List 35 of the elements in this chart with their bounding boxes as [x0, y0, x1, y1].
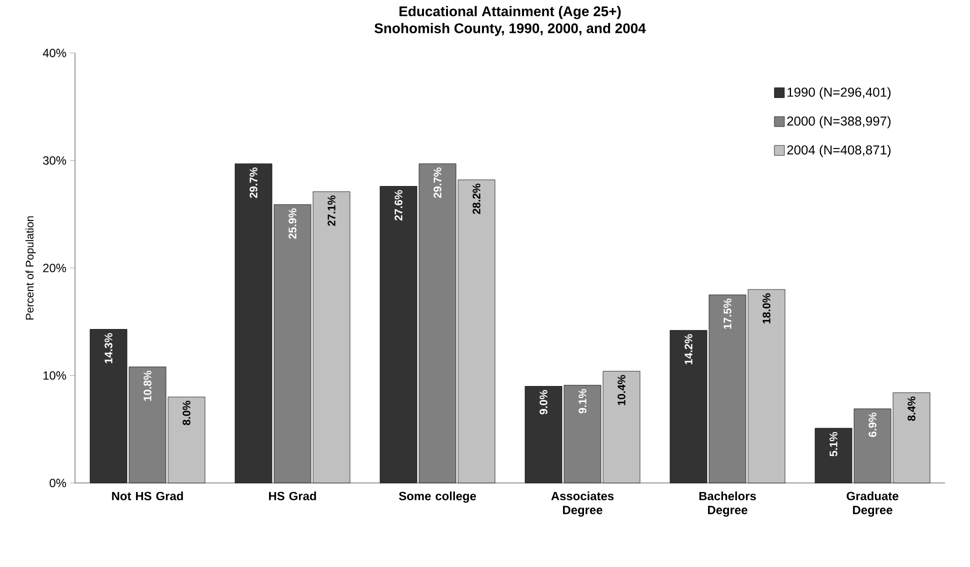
data-label: 9.0%: [540, 390, 548, 414]
data-label: 8.0%: [182, 400, 190, 426]
data-label: 29.7%: [434, 168, 442, 198]
x-tick-label: Bachelors Degree: [699, 492, 756, 517]
data-label: 14.2%: [684, 334, 692, 364]
legend-label: 1990 (N=296,401): [788, 87, 891, 100]
data-label: 5.1%: [830, 432, 838, 456]
data-label: 10.4%: [618, 375, 626, 406]
chart-title: Educational Attainment (Age 25+): [400, 6, 621, 20]
data-label: 27.1%: [328, 195, 336, 226]
data-label: 29.7%: [250, 168, 258, 198]
legend-label: 2004 (N=408,871): [787, 144, 891, 158]
data-label: 27.6%: [394, 190, 402, 221]
y-tick-label: 30%: [43, 156, 66, 165]
chart-subtitle: Snohomish County, 1990, 2000, and 2004: [374, 22, 646, 36]
data-label: 17.5%: [724, 298, 732, 329]
y-tick-label: 0%: [50, 478, 66, 488]
y-tick-label: 10%: [43, 371, 66, 380]
data-label: 25.9%: [288, 208, 296, 239]
data-label: 6.9%: [868, 412, 876, 437]
x-tick-label: HS Grad: [269, 492, 316, 500]
x-tick-label: Associates Degree: [551, 492, 614, 517]
x-tick-label: Some college: [398, 492, 476, 503]
data-label: 28.2%: [472, 184, 480, 214]
y-tick-label: 20%: [43, 264, 66, 272]
x-tick-label: Not HS Grad: [112, 492, 183, 500]
x-tick-label: Graduate Degree: [846, 492, 898, 517]
legend-label: 2000 (N=388,997): [787, 116, 891, 128]
y-axis-title: Percent of Population: [26, 216, 36, 320]
data-label: 10.8%: [144, 370, 152, 401]
y-tick-label: 40%: [42, 48, 66, 58]
data-label: 8.4%: [908, 396, 916, 421]
data-label: 9.1%: [578, 388, 586, 414]
data-label: 18.0%: [762, 293, 770, 324]
data-label: 14.3%: [104, 333, 112, 364]
